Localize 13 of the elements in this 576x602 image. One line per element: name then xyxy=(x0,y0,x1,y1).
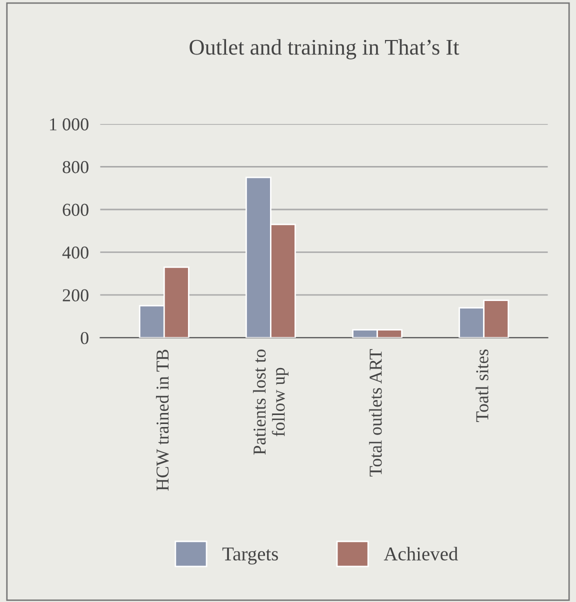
legend-label: Targets xyxy=(222,548,278,565)
y-tick-label: 1 000 xyxy=(50,118,88,130)
x-tick-label: HCW trained in TB xyxy=(156,350,169,491)
x-tick-label: Patients lost to follow up xyxy=(252,350,288,455)
y-tick-label: 200 xyxy=(62,289,88,302)
chart-title: Outlet and training in That’s It xyxy=(190,39,460,60)
x-tick-label: Toatl sites xyxy=(476,349,488,422)
x-tick-label: Total outlets ART xyxy=(369,349,382,477)
y-tick-label: 600 xyxy=(62,204,88,216)
y-tick-label: 0 xyxy=(80,332,88,344)
y-tick-label: 400 xyxy=(62,246,88,259)
legend-label: Achieved xyxy=(384,546,458,561)
y-tick-label: 800 xyxy=(62,161,88,174)
